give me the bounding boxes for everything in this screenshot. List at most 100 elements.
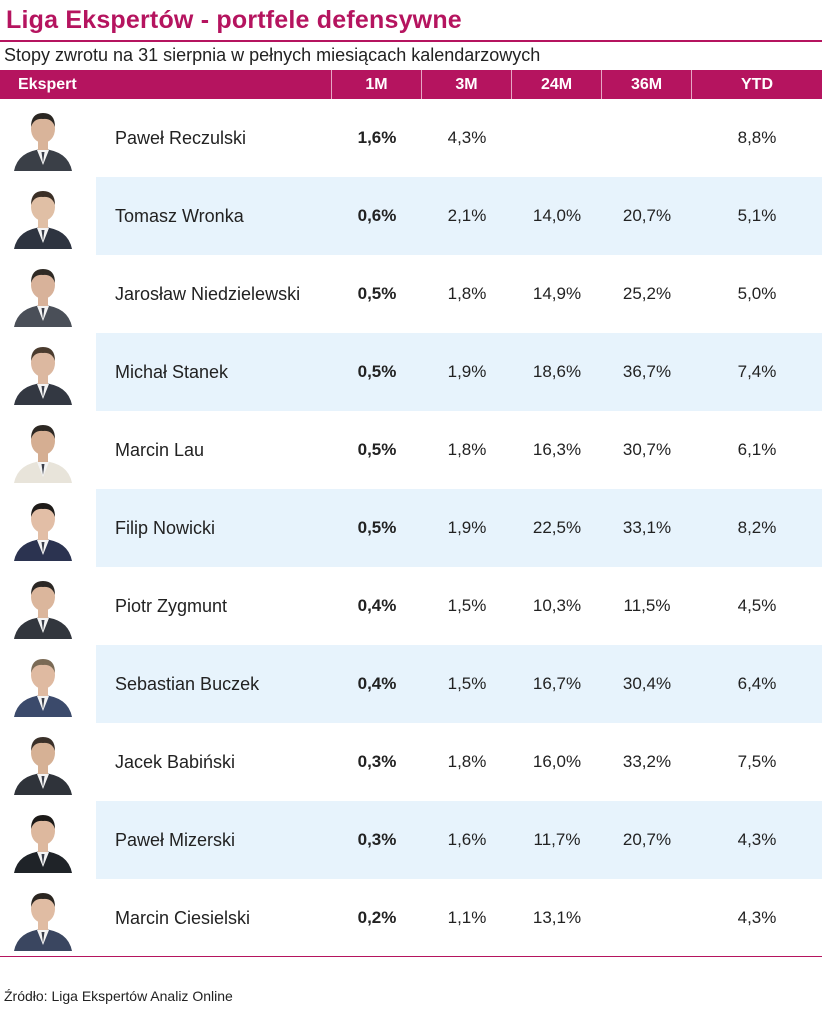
header-1m[interactable]: 1M xyxy=(332,70,422,99)
source-note: Źródło: Liga Ekspertów Analiz Online xyxy=(4,988,233,1004)
header-36m[interactable]: 36M xyxy=(602,70,692,99)
table-row: Filip Nowicki 0,5% 1,9% 22,5% 33,1% 8,2% xyxy=(0,489,822,567)
expert-photo-cell xyxy=(0,489,96,567)
expert-avatar xyxy=(10,651,76,717)
expert-name: Jarosław Niedzielewski xyxy=(115,283,301,304)
return-24m: 16,7% xyxy=(532,674,582,693)
return-24m: 11,7% xyxy=(533,830,581,849)
return-1m: 0,3% xyxy=(357,830,397,849)
return-ytd: 4,3% xyxy=(737,830,777,849)
table-header: Ekspert 1M 3M 24M 36M YTD xyxy=(0,70,822,99)
return-3m: 2,1% xyxy=(447,206,487,225)
return-1m: 0,4% xyxy=(357,596,397,615)
header-3m[interactable]: 3M xyxy=(422,70,512,99)
return-3m: 1,8% xyxy=(447,752,487,771)
return-ytd: 6,4% xyxy=(737,674,777,693)
expert-avatar xyxy=(10,105,76,171)
table-row: Piotr Zygmunt 0,4% 1,5% 10,3% 11,5% 4,5% xyxy=(0,567,822,645)
return-1m: 0,3% xyxy=(357,752,397,771)
return-ytd: 6,1% xyxy=(737,440,777,459)
return-1m: 0,5% xyxy=(357,362,397,381)
title-divider xyxy=(0,40,822,42)
expert-avatar xyxy=(10,729,76,795)
return-ytd: 5,0% xyxy=(737,284,777,303)
return-1m: 0,4% xyxy=(357,674,397,693)
table-row: Jarosław Niedzielewski 0,5% 1,8% 14,9% 25,2%… xyxy=(0,255,822,333)
header-24m[interactable]: 24M xyxy=(512,70,602,99)
expert-avatar xyxy=(10,183,76,249)
expert-name: Marcin Ciesielski xyxy=(115,907,251,928)
table-body: Paweł Reczulski 1,6% 4,3% 8,8% Tomasz Wronka… xyxy=(0,99,822,957)
return-ytd: 4,5% xyxy=(737,596,777,615)
expert-name: Tomasz Wronka xyxy=(115,205,244,226)
table-row: Marcin Lau 0,5% 1,8% 16,3% 30,7% 6,1% xyxy=(0,411,822,489)
table-row: Paweł Reczulski 1,6% 4,3% 8,8% xyxy=(0,99,822,177)
expert-avatar xyxy=(10,261,76,327)
expert-avatar xyxy=(10,495,76,561)
return-24m: 14,0% xyxy=(532,206,582,225)
expert-avatar xyxy=(10,417,76,483)
return-3m: 1,8% xyxy=(447,284,487,303)
return-ytd: 7,4% xyxy=(737,362,777,381)
return-3m: 1,6% xyxy=(447,830,487,849)
return-3m: 1,8% xyxy=(447,440,487,459)
return-24m: 16,3% xyxy=(532,440,582,459)
table-row: Paweł Mizerski 0,3% 1,6% 11,7% 20,7% 4,3% xyxy=(0,801,822,879)
expert-name: Filip Nowicki xyxy=(115,517,216,538)
return-24m: 22,5% xyxy=(532,518,582,537)
returns-table: Ekspert 1M 3M 24M 36M YTD Paweł Reczulsk… xyxy=(0,70,822,957)
return-3m: 4,3% xyxy=(447,128,487,147)
return-3m: 1,5% xyxy=(447,596,487,615)
return-ytd: 4,3% xyxy=(737,908,777,927)
table-row: Michał Stanek 0,5% 1,9% 18,6% 36,7% 7,4% xyxy=(0,333,822,411)
return-ytd: 8,2% xyxy=(737,518,777,537)
expert-photo-cell xyxy=(0,411,96,489)
return-24m: 10,3% xyxy=(532,596,582,615)
page-title: Liga Ekspertów - portfele defensywne xyxy=(6,6,462,34)
return-3m: 1,5% xyxy=(447,674,487,693)
return-24m: 16,0% xyxy=(532,752,582,771)
expert-name: Paweł Reczulski xyxy=(115,127,247,148)
return-ytd: 8,8% xyxy=(737,128,777,147)
return-36m: 20,7% xyxy=(622,830,672,849)
return-24m: 13,1% xyxy=(532,908,582,927)
expert-name: Paweł Mizerski xyxy=(115,829,236,850)
table-row: Sebastian Buczek 0,4% 1,5% 16,7% 30,4% 6,4% xyxy=(0,645,822,723)
return-36m: 36,7% xyxy=(622,362,672,381)
expert-photo-cell xyxy=(0,177,96,255)
expert-name: Piotr Zygmunt xyxy=(115,595,228,616)
return-36m: 30,7% xyxy=(622,440,672,459)
header-expert[interactable]: Ekspert xyxy=(0,70,332,99)
return-ytd: 7,5% xyxy=(737,752,777,771)
expert-photo-cell xyxy=(0,645,96,723)
row-background xyxy=(96,801,822,879)
return-36m: 33,1% xyxy=(622,518,672,537)
row-background xyxy=(96,333,822,411)
expert-photo-cell xyxy=(0,723,96,801)
return-3m: 1,9% xyxy=(447,362,487,381)
return-36m: 20,7% xyxy=(622,206,672,225)
return-36m: 30,4% xyxy=(622,674,672,693)
table-row: Tomasz Wronka 0,6% 2,1% 14,0% 20,7% 5,1% xyxy=(0,177,822,255)
return-36m: 11,5% xyxy=(623,596,671,615)
expert-photo-cell xyxy=(0,879,96,957)
expert-avatar xyxy=(10,339,76,405)
header-ytd[interactable]: YTD xyxy=(741,75,773,93)
return-3m: 1,1% xyxy=(447,908,487,927)
return-1m: 0,5% xyxy=(357,284,397,303)
return-24m: 14,9% xyxy=(532,284,582,303)
expert-name: Jacek Babiński xyxy=(115,751,236,772)
return-3m: 1,9% xyxy=(447,518,487,537)
expert-avatar xyxy=(10,885,76,951)
return-ytd: 5,1% xyxy=(737,206,777,225)
return-1m: 0,5% xyxy=(357,440,397,459)
return-36m: 33,2% xyxy=(622,752,672,771)
return-1m: 1,6% xyxy=(357,128,397,147)
expert-photo-cell xyxy=(0,567,96,645)
expert-photo-cell xyxy=(0,255,96,333)
expert-name: Sebastian Buczek xyxy=(115,673,260,694)
expert-name: Marcin Lau xyxy=(115,439,205,460)
expert-name: Michał Stanek xyxy=(115,361,229,382)
expert-avatar xyxy=(10,573,76,639)
expert-photo-cell xyxy=(0,99,96,177)
